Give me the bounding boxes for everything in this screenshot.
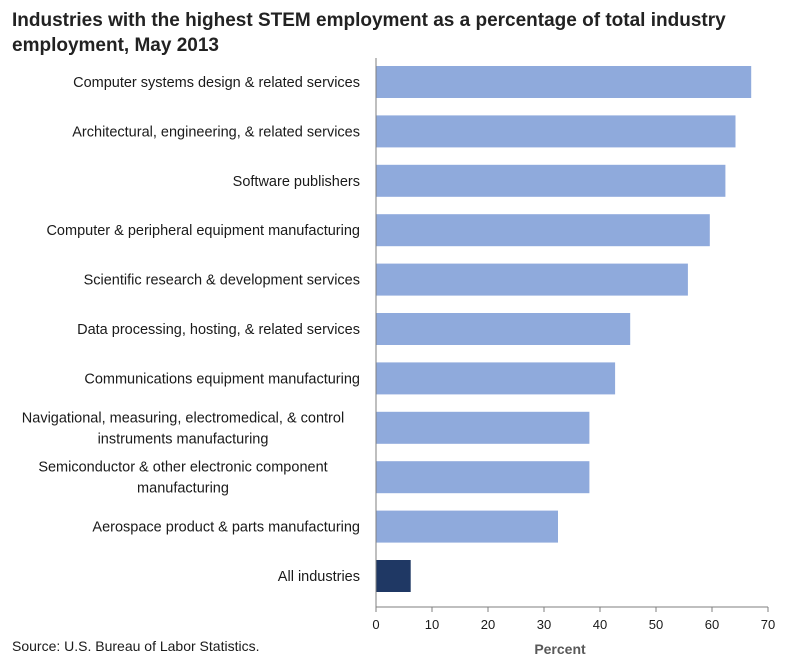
- bar: [376, 461, 590, 494]
- x-tick-label: 0: [372, 617, 379, 632]
- category-label: Aerospace product & parts manufacturing: [92, 520, 360, 536]
- category-label: Scientific research & development servic…: [84, 273, 360, 289]
- category-label: manufacturing: [137, 481, 229, 497]
- category-label: Data processing, hosting, & related serv…: [77, 322, 360, 338]
- x-tick-label: 60: [705, 617, 719, 632]
- category-label: Semiconductor & other electronic compone…: [38, 460, 327, 476]
- category-label: Navigational, measuring, electromedical,…: [22, 410, 344, 426]
- x-tick-label: 40: [593, 617, 607, 632]
- x-tick-label: 50: [649, 617, 663, 632]
- category-label: Communications equipment manufacturing: [84, 371, 360, 387]
- bar: [376, 115, 736, 148]
- bar: [376, 411, 590, 444]
- category-label: Computer & peripheral equipment manufact…: [46, 223, 360, 239]
- bar: [376, 263, 688, 296]
- bar: [376, 313, 631, 345]
- x-tick-label: 30: [537, 617, 551, 632]
- x-tick-label: 20: [481, 617, 495, 632]
- bar: [376, 362, 616, 395]
- category-label: Architectural, engineering, & related se…: [72, 124, 360, 140]
- bar: [376, 66, 752, 98]
- category-label: Computer systems design & related servic…: [73, 75, 360, 91]
- source-note: Source: U.S. Bureau of Labor Statistics.: [12, 638, 260, 654]
- bar: [376, 560, 411, 592]
- bar: [376, 164, 726, 197]
- x-tick-label: 70: [761, 617, 775, 632]
- bar: [376, 214, 710, 247]
- bar: [376, 510, 558, 543]
- chart-title: Industries with the highest STEM employm…: [12, 10, 726, 56]
- x-tick-label: 10: [425, 617, 439, 632]
- x-axis-title: Percent: [534, 641, 586, 657]
- category-label: All industries: [278, 569, 360, 585]
- category-label: Software publishers: [233, 174, 360, 190]
- category-label: instruments manufacturing: [98, 431, 269, 447]
